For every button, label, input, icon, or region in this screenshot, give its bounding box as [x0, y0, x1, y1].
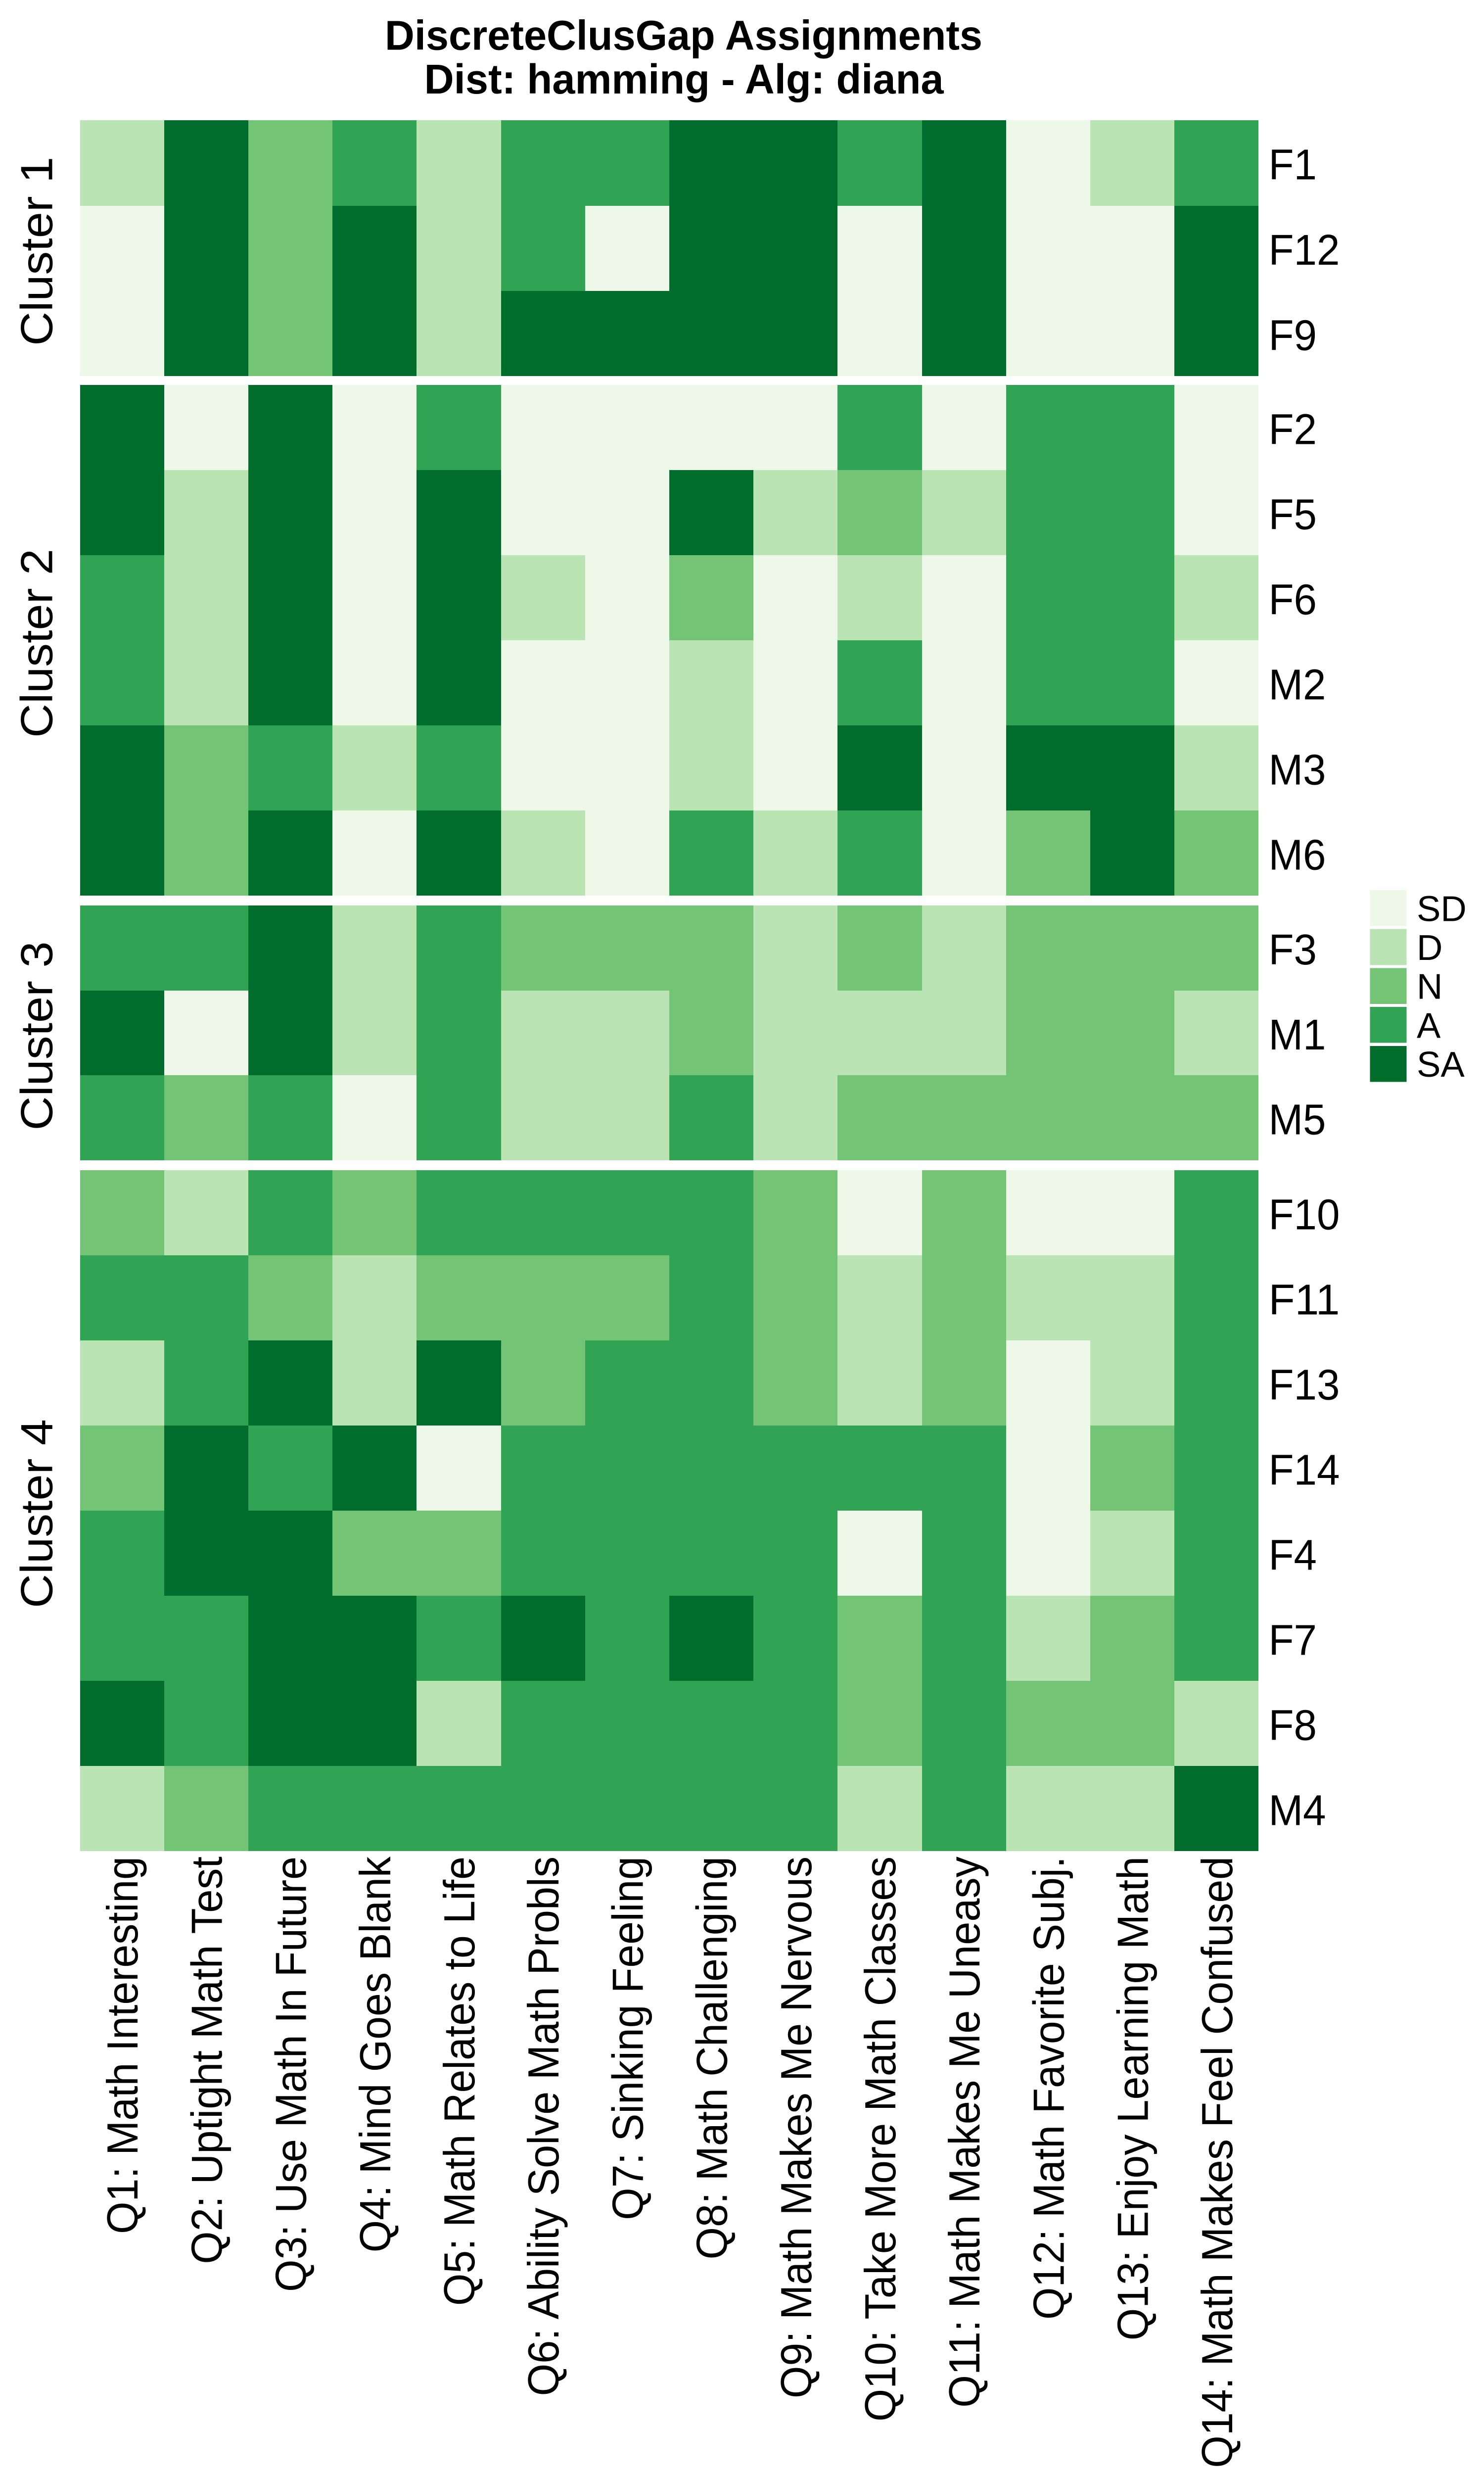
svg-text:Q8: Math Challenging: Q8: Math Challenging	[688, 1856, 737, 2260]
svg-text:Q14: Math Makes Feel Confused: Q14: Math Makes Feel Confused	[1193, 1856, 1242, 2468]
svg-text:M1: M1	[1269, 1011, 1326, 1059]
svg-text:M6: M6	[1269, 831, 1326, 879]
svg-text:F10: F10	[1269, 1190, 1340, 1238]
svg-text:F9: F9	[1269, 312, 1317, 360]
svg-text:Dist: hamming - Alg: diana: Dist: hamming - Alg: diana	[424, 56, 944, 102]
svg-text:Q13: Enjoy Learning Math: Q13: Enjoy Learning Math	[1109, 1856, 1158, 2340]
svg-text:F3: F3	[1269, 926, 1317, 974]
svg-text:M3: M3	[1269, 746, 1326, 794]
svg-text:Q6: Ability Solve Math Probls: Q6: Ability Solve Math Probls	[519, 1856, 568, 2396]
svg-text:F2: F2	[1269, 405, 1317, 453]
svg-text:F8: F8	[1269, 1701, 1317, 1749]
svg-text:Q1: Math Interesting: Q1: Math Interesting	[98, 1856, 147, 2234]
svg-text:Cluster 2: Cluster 2	[12, 549, 62, 738]
svg-text:F12: F12	[1269, 226, 1340, 274]
svg-text:SA: SA	[1417, 1045, 1465, 1085]
svg-text:F6: F6	[1269, 575, 1317, 623]
svg-text:Cluster 1: Cluster 1	[12, 157, 62, 346]
svg-text:Cluster 3: Cluster 3	[12, 942, 62, 1131]
svg-text:Q9: Math Makes Me Nervous: Q9: Math Makes Me Nervous	[772, 1856, 821, 2398]
svg-text:F5: F5	[1269, 490, 1317, 538]
svg-text:M2: M2	[1269, 661, 1326, 709]
svg-text:F7: F7	[1269, 1616, 1317, 1664]
svg-text:F13: F13	[1269, 1361, 1340, 1409]
svg-text:DiscreteClusGap Assignments: DiscreteClusGap Assignments	[385, 12, 982, 59]
svg-text:Cluster 4: Cluster 4	[12, 1419, 62, 1608]
svg-text:M5: M5	[1269, 1096, 1326, 1144]
svg-text:Q4: Mind Goes Blank: Q4: Mind Goes Blank	[351, 1856, 400, 2252]
svg-text:D: D	[1417, 928, 1442, 968]
svg-text:N: N	[1417, 967, 1442, 1007]
svg-text:Q5: Math Relates to Life: Q5: Math Relates to Life	[435, 1856, 484, 2306]
svg-text:Q3: Use Math In Future: Q3: Use Math In Future	[267, 1856, 316, 2292]
svg-text:F1: F1	[1269, 141, 1317, 189]
svg-text:Q2: Uptight Math Test: Q2: Uptight Math Test	[182, 1856, 231, 2264]
svg-text:F14: F14	[1269, 1446, 1340, 1494]
svg-text:SD: SD	[1417, 889, 1467, 929]
svg-text:M4: M4	[1269, 1786, 1326, 1834]
svg-text:Q7: Sinking Feeling: Q7: Sinking Feeling	[603, 1856, 652, 2220]
svg-text:F11: F11	[1269, 1276, 1340, 1324]
svg-text:A: A	[1417, 1005, 1441, 1046]
svg-text:Q10: Take More Math Classes: Q10: Take More Math Classes	[856, 1856, 905, 2422]
svg-text:Q12: Math Favorite Subj.: Q12: Math Favorite Subj.	[1024, 1856, 1073, 2320]
svg-text:Q11: Math Makes Me Uneasy: Q11: Math Makes Me Uneasy	[940, 1856, 989, 2408]
svg-text:F4: F4	[1269, 1531, 1317, 1579]
